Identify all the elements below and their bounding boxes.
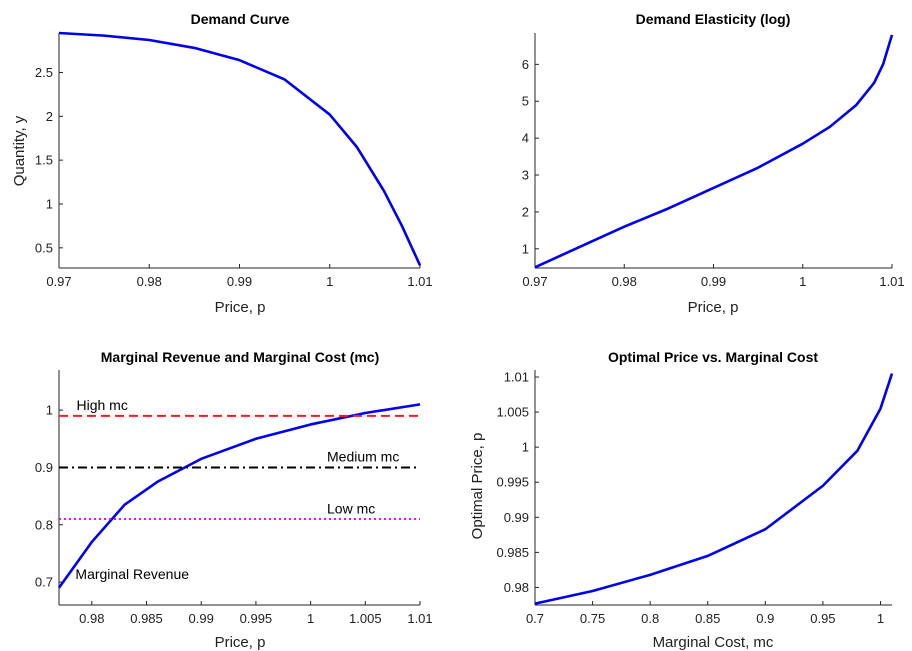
x-tick-label: 1.01 (407, 274, 432, 289)
x-tick-label: 1.005 (349, 611, 382, 626)
y-tick-label: 1.5 (35, 153, 53, 168)
x-tick-label: 0.99 (227, 274, 252, 289)
y-tick-label: 2 (46, 109, 53, 124)
y-tick-label: 1 (522, 241, 529, 256)
y-tick-label: 0.995 (496, 475, 529, 490)
x-axis-label: Price, p (688, 299, 739, 316)
y-tick-label: 0.99 (504, 510, 529, 525)
y-tick-label: 5 (522, 94, 529, 109)
series-line (534, 34, 894, 269)
annotation-label: Low mc (327, 500, 375, 516)
x-tick-label: 0.97 (522, 274, 547, 289)
x-tick-label: 0.98 (79, 611, 104, 626)
y-tick-label: 6 (522, 57, 529, 72)
series-line (57, 403, 421, 589)
y-tick-label: 1 (46, 196, 53, 211)
y-tick-label: 0.7 (35, 575, 53, 590)
y-tick-label: 3 (522, 168, 529, 183)
chart-title: Optimal Price vs. Marginal Cost (608, 349, 818, 365)
y-tick-label: 0.8 (35, 517, 53, 532)
x-tick-label: 0.99 (701, 274, 726, 289)
series-line (534, 373, 894, 605)
y-tick-label: 1.01 (504, 370, 529, 385)
y-tick-label: 1.005 (496, 405, 529, 420)
chart-title: Marginal Revenue and Marginal Cost (mc) (101, 349, 380, 365)
x-tick-label: 1 (877, 611, 884, 626)
annotation-label: Medium mc (327, 449, 399, 465)
series-line (58, 31, 422, 266)
x-axis-label: Marginal Cost, mc (653, 634, 774, 651)
x-tick-label: 0.9 (756, 611, 774, 626)
x-tick-label: 0.98 (612, 274, 637, 289)
y-tick-label: 1 (46, 403, 53, 418)
panel-demand-elasticity: Demand Elasticity (log) Price, p 0.97 0.9… (522, 11, 905, 316)
x-tick-label: 0.995 (240, 611, 273, 626)
y-tick-label: 0.98 (504, 580, 529, 595)
panel-demand-curve: Demand Curve Price, p Quantity, y 0.97 0.… (11, 11, 433, 316)
x-tick-label: 1 (307, 611, 314, 626)
panel-marginal-revenue-cost: Marginal Revenue and Marginal Cost (mc) … (35, 349, 433, 651)
x-tick-label: 0.7 (526, 611, 544, 626)
panel-optimal-price: Optimal Price vs. Marginal Cost Marginal… (469, 349, 894, 651)
x-axis-label: Price, p (215, 634, 266, 651)
annotation-label: Marginal Revenue (75, 566, 189, 582)
x-tick-label: 0.75 (580, 611, 605, 626)
x-tick-label: 0.99 (189, 611, 214, 626)
y-tick-label: 2 (522, 204, 529, 219)
x-tick-label: 0.8 (641, 611, 659, 626)
annotation-label: High mc (77, 397, 128, 413)
x-tick-label: 1.01 (407, 611, 432, 626)
y-tick-label: 0.9 (35, 460, 53, 475)
x-axis-label: Price, p (215, 299, 266, 316)
y-tick-label: 2.5 (35, 65, 53, 80)
x-tick-label: 0.97 (46, 274, 71, 289)
chart-title: Demand Curve (191, 11, 290, 27)
y-tick-label: 0.5 (35, 240, 53, 255)
x-tick-label: 0.95 (810, 611, 835, 626)
y-tick-label: 1 (522, 440, 529, 455)
x-tick-label: 0.85 (695, 611, 720, 626)
y-tick-label: 0.985 (496, 545, 529, 560)
y-axis-label: Optimal Price, p (469, 433, 486, 540)
y-tick-label: 4 (522, 131, 529, 146)
y-axis-label: Quantity, y (11, 115, 28, 186)
x-tick-label: 1 (799, 274, 806, 289)
x-tick-label: 1.01 (879, 274, 904, 289)
chart-title: Demand Elasticity (log) (636, 11, 791, 27)
x-tick-label: 0.985 (130, 611, 163, 626)
x-tick-label: 1 (326, 274, 333, 289)
x-tick-label: 0.98 (137, 274, 162, 289)
